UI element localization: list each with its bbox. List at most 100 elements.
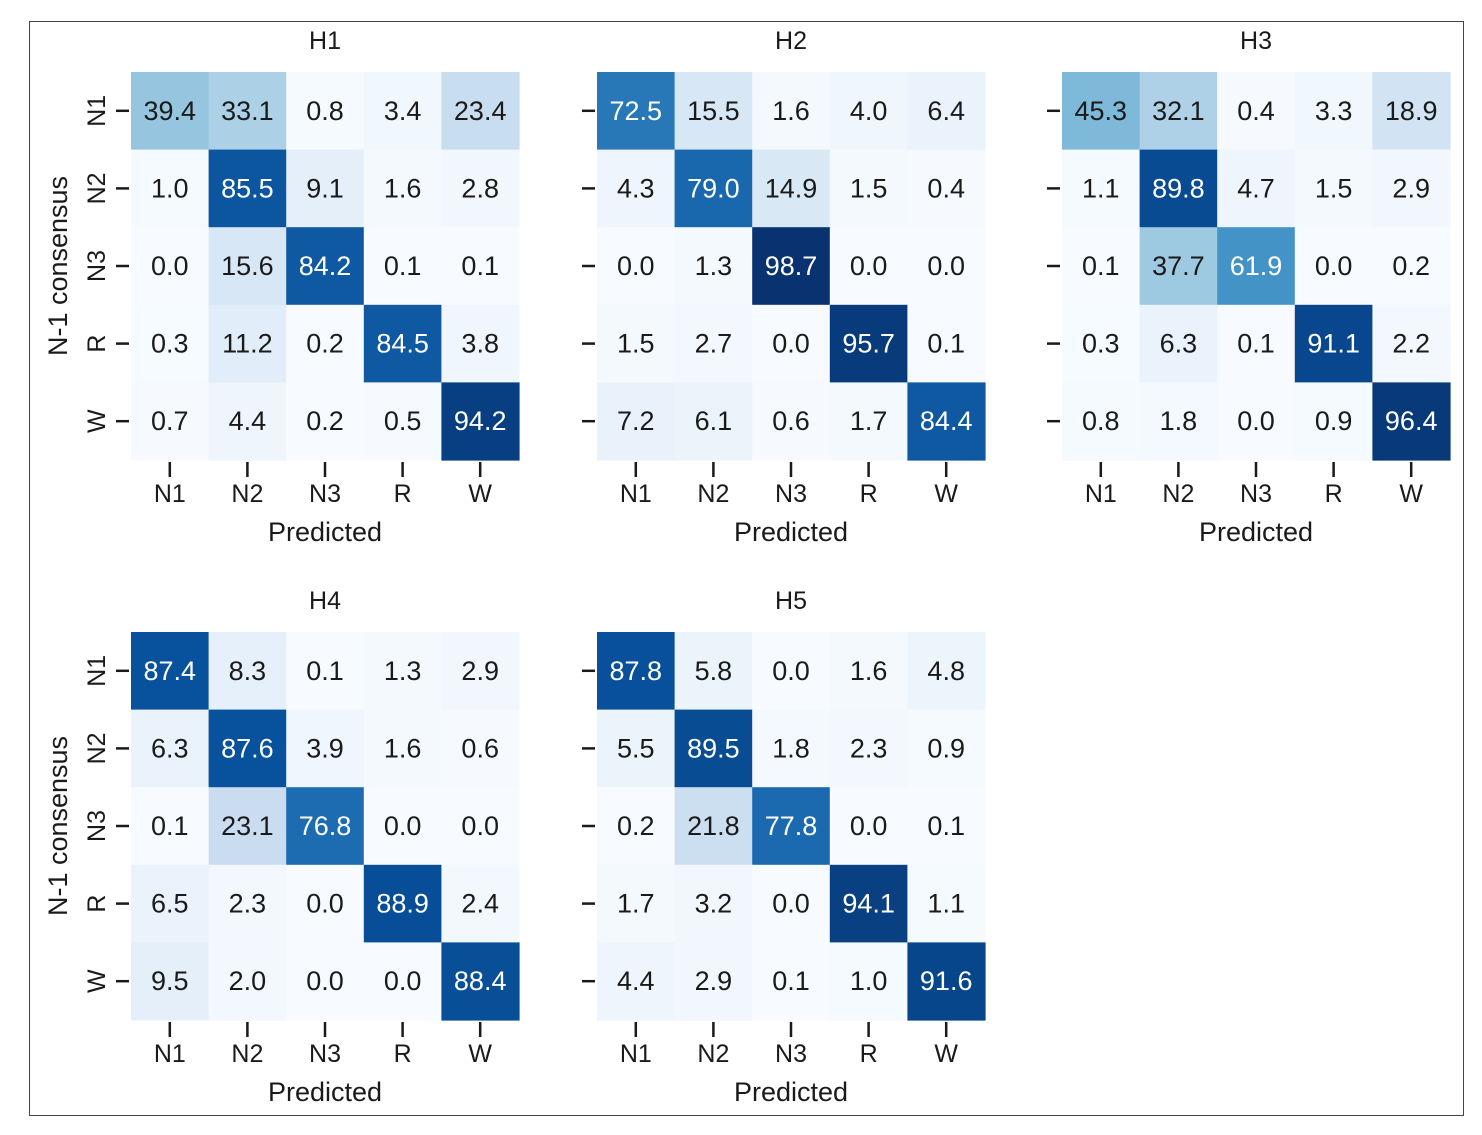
- x-tick-label-h1-2: N2: [231, 480, 263, 508]
- cell-value-label-h2-r4-c2: 2.7: [695, 329, 733, 359]
- x-axis-label-h5: Predicted: [734, 1077, 848, 1107]
- heatmap-cell-h1-r5-c4: [363, 382, 442, 461]
- x-tick-label-h1-5: W: [468, 480, 492, 508]
- cell-value-label-h5-r3-c1: 0.2: [617, 811, 655, 841]
- cell-value-label-h4-r4-c2: 2.3: [229, 889, 267, 919]
- cell-value-label-h2-r2-c3: 14.9: [765, 173, 818, 203]
- cell-value-label-h1-r4-c3: 0.2: [306, 329, 344, 359]
- heatmap-cell-h3-r4-c3: [1217, 304, 1296, 383]
- x-tick-label-h4-4: R: [394, 1040, 412, 1068]
- cell-value-label-h4-r1-c3: 0.1: [306, 656, 344, 686]
- heatmap-cell-h1-r1-c5: [441, 72, 520, 151]
- cell-value-label-h2-r3-c1: 0.0: [617, 251, 655, 281]
- heatmap-cell-h3-r2-c2: [1139, 149, 1218, 228]
- heatmap-cell-h2-r5-c2: [674, 382, 753, 461]
- cell-value-label-h1-r4-c5: 3.8: [461, 329, 499, 359]
- heatmap-cell-h5-r3-c1: [597, 787, 676, 866]
- cell-value-label-h3-r2-c1: 1.1: [1082, 173, 1120, 203]
- heatmap-cell-h1-r5-c3: [286, 382, 365, 461]
- heatmap-cell-h1-r4-c1: [131, 304, 210, 383]
- cell-value-label-h1-r3-c5: 0.1: [461, 251, 499, 281]
- cell-value-label-h1-r1-c5: 23.4: [454, 96, 507, 126]
- heatmap-cell-h2-r5-c5: [907, 382, 986, 461]
- heatmap-cell-h3-r3-c2: [1139, 227, 1218, 306]
- cell-value-label-h4-r1-c2: 8.3: [229, 656, 267, 686]
- cell-value-label-h3-r5-c1: 0.8: [1082, 406, 1120, 436]
- x-tick-label-h5-1: N1: [620, 1040, 652, 1068]
- heatmap-cell-h1-r3-c2: [208, 227, 287, 306]
- heatmap-cell-h3-r4-c5: [1372, 304, 1451, 383]
- heatmap-cell-h4-r4-c3: [286, 864, 365, 943]
- heatmap-panel-h1: 39.4 33.1 0.8 3.4 23.4 1.0 85.5 9.1 1.6 2.8 0.0 15.…: [43, 27, 520, 547]
- cell-value-label-h1-r5-c2: 4.4: [229, 406, 267, 436]
- heatmap-cell-h5-r1-c3: [752, 632, 831, 711]
- cell-value-label-h1-r5-c4: 0.5: [384, 406, 422, 436]
- heatmap-cell-h3-r3-c5: [1372, 227, 1451, 306]
- heatmap-cell-h1-r3-c3: [286, 227, 365, 306]
- cell-value-label-h1-r3-c2: 15.6: [221, 251, 274, 281]
- heatmap-cell-h5-r2-c3: [752, 709, 831, 788]
- cell-value-label-h4-r1-c5: 2.9: [461, 656, 499, 686]
- heatmap-cell-h3-r3-c4: [1294, 227, 1373, 306]
- cell-value-label-h2-r2-c1: 4.3: [617, 173, 655, 203]
- cell-value-label-h3-r2-c3: 4.7: [1237, 173, 1275, 203]
- x-tick-label-h4-5: W: [468, 1040, 492, 1068]
- heatmap-cell-h5-r1-c1: [597, 632, 676, 711]
- cell-value-label-h2-r5-c3: 0.6: [772, 406, 810, 436]
- x-axis-label-h1: Predicted: [268, 517, 382, 547]
- cell-value-label-h4-r5-c4: 0.0: [384, 966, 422, 996]
- x-tick-label-h3-4: R: [1325, 480, 1343, 508]
- x-tick-label-h4-1: N1: [154, 1040, 186, 1068]
- cell-value-label-h1-r2-c5: 2.8: [461, 173, 499, 203]
- heatmap-panel-h5: 87.8 5.8 0.0 1.6 4.8 5.5 89.5 1.8 2.3 0.9 0.2 21.8 7…: [582, 587, 986, 1107]
- cell-value-label-h1-r5-c1: 0.7: [151, 406, 189, 436]
- heatmap-cell-h4-r3-c2: [208, 787, 287, 866]
- cell-value-label-h5-r5-c2: 2.9: [695, 966, 733, 996]
- panel-title-h3: H3: [1240, 27, 1272, 55]
- heatmap-cell-h4-r1-c2: [208, 632, 287, 711]
- cell-value-label-h2-r4-c1: 1.5: [617, 329, 655, 359]
- heatmap-cell-h5-r4-c4: [829, 864, 908, 943]
- cell-value-label-h5-r2-c2: 89.5: [687, 733, 740, 763]
- heatmap-cell-h2-r4-c1: [597, 304, 676, 383]
- cell-value-label-h1-r5-c3: 0.2: [306, 406, 344, 436]
- heatmap-panel-h2: 72.5 15.5 1.6 4.0 6.4 4.3 79.0 14.9 1.5 0.4 0.0 1.3…: [582, 27, 986, 547]
- heatmap-cell-h5-r2-c2: [674, 709, 753, 788]
- heatmap-cell-h2-r2-c4: [829, 149, 908, 228]
- panel-title-h1: H1: [309, 27, 341, 55]
- heatmap-cell-h4-r3-c1: [131, 787, 210, 866]
- cell-value-label-h5-r1-c2: 5.8: [695, 656, 733, 686]
- heatmap-cell-h3-r1-c4: [1294, 72, 1373, 151]
- cell-value-label-h3-r5-c5: 96.4: [1385, 406, 1438, 436]
- y-axis-label-h4: N-1 consensus: [43, 736, 73, 916]
- heatmap-cell-h5-r4-c2: [674, 864, 753, 943]
- heatmap-cell-h1-r1-c3: [286, 72, 365, 151]
- cell-value-label-h2-r5-c1: 7.2: [617, 406, 655, 436]
- heatmap-cell-h2-r3-c2: [674, 227, 753, 306]
- cell-value-label-h2-r1-c4: 4.0: [850, 96, 888, 126]
- cell-value-label-h1-r4-c1: 0.3: [151, 329, 189, 359]
- cell-value-label-h2-r2-c2: 79.0: [687, 173, 740, 203]
- cell-value-label-h3-r2-c2: 89.8: [1152, 173, 1205, 203]
- heatmap-cell-h4-r3-c5: [441, 787, 520, 866]
- cell-value-label-h2-r1-c1: 72.5: [610, 96, 663, 126]
- x-tick-label-h3-3: N3: [1240, 480, 1272, 508]
- x-tick-label-h2-1: N1: [620, 480, 652, 508]
- heatmap-cell-h4-r2-c2: [208, 709, 287, 788]
- heatmap-panel-h3: 45.3 32.1 0.4 3.3 18.9 1.1 89.8 4.7 1.5 2.9 0.1 37.…: [1047, 27, 1451, 547]
- panel-title-h5: H5: [775, 587, 807, 615]
- heatmap-cell-h5-r3-c5: [907, 787, 986, 866]
- cell-value-label-h3-r1-c1: 45.3: [1075, 96, 1128, 126]
- heatmap-cell-h2-r5-c3: [752, 382, 831, 461]
- x-tick-label-h5-3: N3: [775, 1040, 807, 1068]
- cell-value-label-h4-r1-c4: 1.3: [384, 656, 422, 686]
- heatmap-cell-h5-r2-c5: [907, 709, 986, 788]
- heatmap-cell-h5-r2-c1: [597, 709, 676, 788]
- cell-value-label-h1-r3-c3: 84.2: [299, 251, 352, 281]
- y-tick-label-h1-4: R: [83, 335, 111, 353]
- heatmap-cell-h4-r1-c5: [441, 632, 520, 711]
- cell-value-label-h2-r4-c3: 0.0: [772, 329, 810, 359]
- cell-value-label-h1-r1-c4: 3.4: [384, 96, 422, 126]
- heatmap-cell-h5-r1-c2: [674, 632, 753, 711]
- heatmap-cell-h3-r5-c1: [1062, 382, 1141, 461]
